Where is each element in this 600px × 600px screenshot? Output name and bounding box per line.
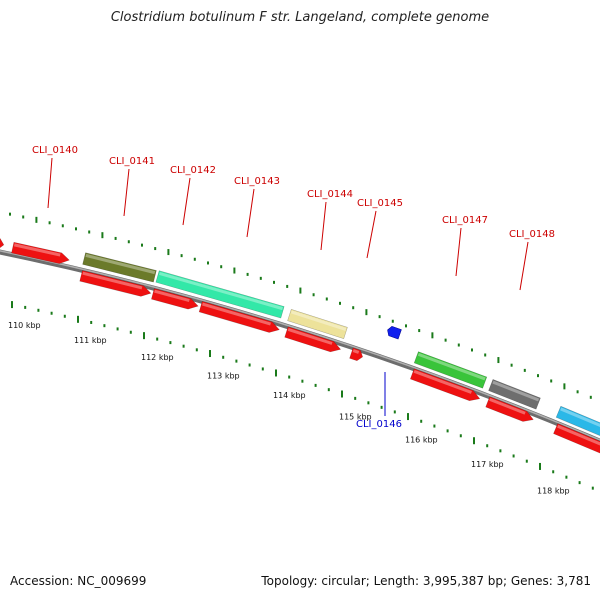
cds-cli-0144 [284,326,342,353]
cds-cli-0141-gloss [82,271,143,290]
feature-cli-0144 [287,308,348,340]
cds-cli-0140-row1 [11,241,70,264]
gene-label-cli-0145: CLI_0145 [357,198,403,209]
gene-callouts: CLI_0140 CLI_0141 CLI_0142 CLI_0143 CLI_0144… [32,145,555,430]
cds-cli-0141 [79,270,152,297]
map-title: Clostridium botulinum F str. Langeland, … [110,10,490,25]
cds-next-gloss [557,424,600,450]
callout-line-cli-0141 [123,168,130,217]
cds-cli-0142-a-gloss [154,289,190,303]
genome-summary: Topology: circular; Length: 3,995,387 bp… [261,574,591,588]
tick-label: 113 kbp [207,371,240,380]
gene-label-cli-0144: CLI_0144 [307,189,353,200]
cds-cli-0141-shape [79,270,152,297]
feature-cli-0142-gloss [159,271,283,311]
tick-label: 115 kbp [339,413,372,422]
gene-label-cli-0148: CLI_0148 [509,229,555,240]
feature-cli-0148-shape [488,379,541,410]
cds-cli-0145-shape [349,347,363,362]
cds-cli-0147 [409,368,481,402]
backbone-highlight [0,250,600,441]
feature-cli-0146 [387,326,402,340]
cds-cli-0148 [485,396,534,422]
tick-label: 118 kbp [537,486,570,495]
feature-cli-0142 [155,270,285,319]
feature-cli-0147-gloss [417,352,486,381]
tick-label: 110 kbp [8,321,41,330]
gene-label-cli-0147: CLI_0147 [442,215,488,226]
callout-line-cli-0140 [47,157,53,209]
tick-labels: 110 kbp 111 kbp 112 kbp 113 kbp 114 kbp 115 k… [8,321,570,495]
cds-cli-0148-shape [485,396,534,422]
cds-cli-0147-shape [409,368,481,402]
cds-cli-0140-row1-gloss [13,243,61,257]
cds-cli-0145-gloss [352,349,360,354]
feature-cli-0146-shape [387,326,402,340]
outer-tick-ring [9,212,592,399]
cds-cli-0148-gloss [489,398,526,415]
feature-cli-0144-shape [287,308,348,340]
tick-label: 117 kbp [471,460,504,469]
cds-edge-left-shape [0,236,5,250]
feature-cli-0148 [488,379,541,410]
gene-label-cli-0146: CLI_0146 [356,419,402,430]
tick-label: 114 kbp [273,391,306,400]
callout-line-cli-0142 [182,177,191,226]
feature-next [555,405,600,443]
gene-label-cli-0141: CLI_0141 [109,156,155,167]
feature-cli-0147-shape [413,351,488,389]
feature-cli-0141-shape [82,252,157,283]
cds-cli-0147-gloss [413,369,472,394]
feature-next-shape [555,405,600,443]
gene-label-cli-0142: CLI_0142 [170,165,216,176]
feature-track [0,236,600,457]
callout-line-cli-0143 [246,188,255,238]
gene-label-cli-0140: CLI_0140 [32,145,78,156]
cds-cli-0144-shape [284,326,342,353]
cds-cli-0145 [349,347,363,362]
genome-backbone [0,249,600,444]
cds-cli-0142-b-gloss [202,302,272,326]
tick-label: 112 kbp [141,353,174,362]
cds-cli-0142-a [151,288,199,310]
cds-cli-0142-b-shape [198,301,280,333]
feature-cli-0142-shape [155,270,285,319]
cds-cli-0144-gloss [287,328,333,345]
tick-label: 111 kbp [74,336,107,345]
cds-cli-0142-b [198,301,280,333]
feature-cli-0147 [413,351,488,389]
gene-label-cli-0143: CLI_0143 [234,176,280,187]
cds-cli-0140-row1-shape [11,241,70,264]
feature-next-gloss [560,407,600,435]
feature-cli-0141 [82,252,157,283]
accession-label: Accession: NC_009699 [10,574,147,588]
cds-next [553,423,600,457]
feature-cli-0148-gloss [492,380,540,402]
cds-next-shape [553,423,600,457]
callout-line-cli-0145 [366,210,377,259]
callout-line-cli-0147 [455,227,462,277]
cds-edge-left [0,236,5,250]
feature-cli-0141-gloss [85,253,156,275]
backbone-line [0,249,600,444]
callout-line-cli-0148 [519,241,529,291]
feature-cli-0144-gloss [290,310,347,331]
tick-label: 116 kbp [405,436,438,445]
callout-line-cli-0144 [320,201,327,251]
cds-cli-0142-a-shape [151,288,199,310]
inner-tick-ring [11,301,594,490]
